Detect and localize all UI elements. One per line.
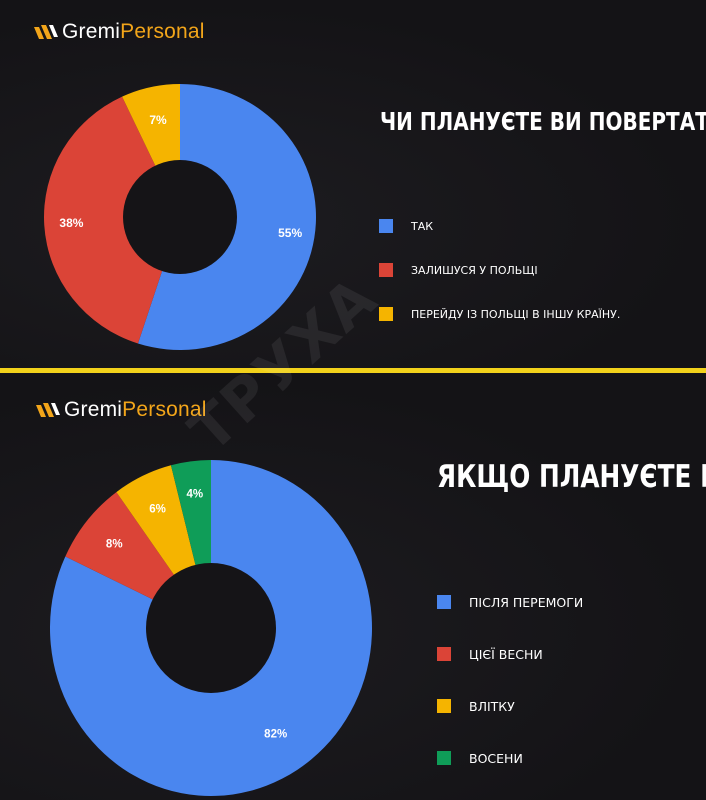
donut-slice: [44, 96, 181, 344]
chart-legend: Так Залишуся у Польщі Перейду із Польщі …: [379, 204, 620, 336]
chart-title: Якщо плануєте повертатися, то коли?: [437, 459, 706, 495]
donut-chart-timing: 82% 8% 6% 4%: [50, 460, 372, 796]
brand-mark-icon: [34, 25, 58, 39]
chart-legend: Після перемоги Цієї весни Влітку Восени: [437, 576, 583, 784]
legend-item: Після перемоги: [437, 576, 583, 628]
legend-label: Так: [411, 219, 434, 233]
legend-item: Залишуся у Польщі: [379, 248, 620, 292]
panel-return-plans: Gremi Personal 55% 38% 7% Чи плануєте ви по…: [0, 0, 706, 370]
slice-label: 38%: [59, 216, 83, 230]
legend-label: Цієї весни: [469, 646, 543, 662]
legend-swatch: [379, 263, 393, 277]
brand-name-personal: Personal: [122, 398, 207, 421]
legend-label: Після перемоги: [469, 594, 584, 610]
legend-item: Восени: [437, 732, 583, 784]
legend-swatch: [437, 699, 451, 713]
legend-item: Цієї весни: [437, 628, 583, 680]
section-divider: [0, 368, 706, 373]
legend-swatch: [437, 647, 451, 661]
legend-item: Так: [379, 204, 620, 248]
legend-swatch: [437, 595, 451, 609]
legend-swatch: [379, 307, 393, 321]
slice-label: 6%: [149, 503, 166, 515]
chart-title: Чи плануєте ви повертатися в Україну?: [380, 107, 706, 136]
brand-logo: Gremi Personal: [34, 20, 205, 44]
legend-swatch: [437, 751, 451, 765]
legend-label: Восени: [469, 750, 523, 766]
slice-label: 55%: [278, 226, 302, 240]
slice-label: 82%: [264, 728, 287, 740]
slice-label: 7%: [149, 113, 167, 127]
legend-label: Залишуся у Польщі: [411, 263, 538, 277]
legend-item: Перейду із Польщі в іншу країну.: [379, 292, 620, 336]
donut-chart-return: 55% 38% 7%: [44, 84, 317, 351]
legend-label: Перейду із Польщі в іншу країну.: [411, 307, 621, 321]
legend-swatch: [379, 219, 393, 233]
donut-hole: [146, 563, 276, 693]
brand-name-gremi: Gremi: [64, 398, 123, 421]
legend-label: Влітку: [469, 698, 515, 714]
donut-hole: [123, 160, 237, 274]
slice-label: 4%: [187, 489, 204, 501]
brand-name-personal: Personal: [120, 20, 205, 43]
brand-logo: Gremi Personal: [36, 398, 207, 422]
legend-item: Влітку: [437, 680, 583, 732]
slice-label: 8%: [106, 539, 123, 551]
brand-name-gremi: Gremi: [62, 20, 121, 43]
brand-mark-icon: [36, 403, 60, 417]
